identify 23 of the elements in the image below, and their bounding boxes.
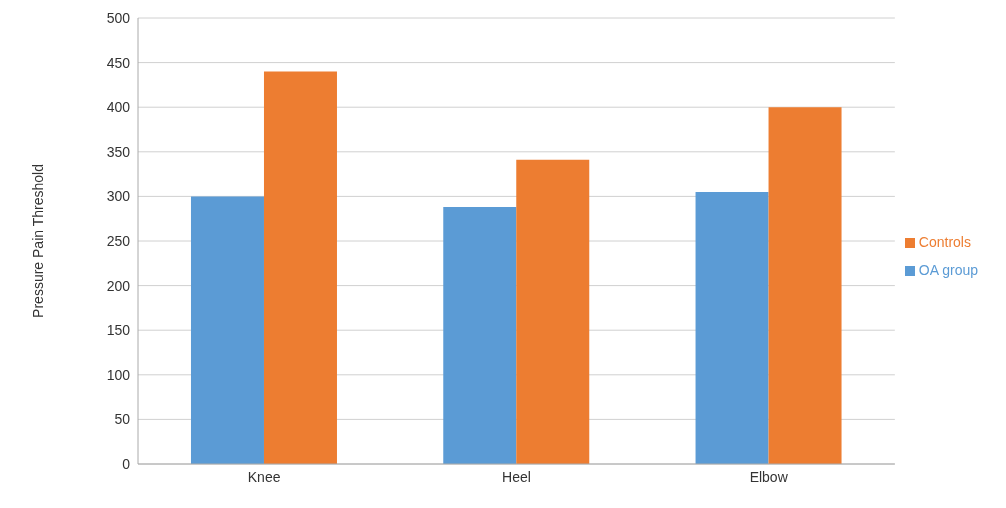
bar <box>695 191 769 464</box>
y-tick-label: 500 <box>106 9 131 26</box>
x-tick-label: Heel <box>502 468 531 485</box>
y-tick-label: 300 <box>106 188 131 205</box>
y-tick-label: 150 <box>106 322 131 339</box>
bar <box>768 107 842 464</box>
legend-label: OA group <box>918 262 978 278</box>
legend-label: Controls <box>918 234 971 250</box>
x-tick-label: Elbow <box>749 468 789 485</box>
y-tick-label: 50 <box>114 411 131 428</box>
y-tick-label: 350 <box>106 143 131 160</box>
y-tick-label: 100 <box>106 366 131 383</box>
bar <box>516 159 590 464</box>
y-tick-label: 250 <box>106 232 131 249</box>
y-axis-title: Pressure Pain Threshold <box>29 164 46 318</box>
x-tick-label: Knee <box>247 468 281 485</box>
bar <box>263 71 337 464</box>
y-tick-label: 450 <box>106 54 131 71</box>
y-tick-label: 200 <box>106 277 131 294</box>
bar <box>443 207 517 464</box>
y-tick-label: 0 <box>122 455 131 472</box>
bar <box>190 196 264 464</box>
y-tick-label: 400 <box>106 99 131 116</box>
